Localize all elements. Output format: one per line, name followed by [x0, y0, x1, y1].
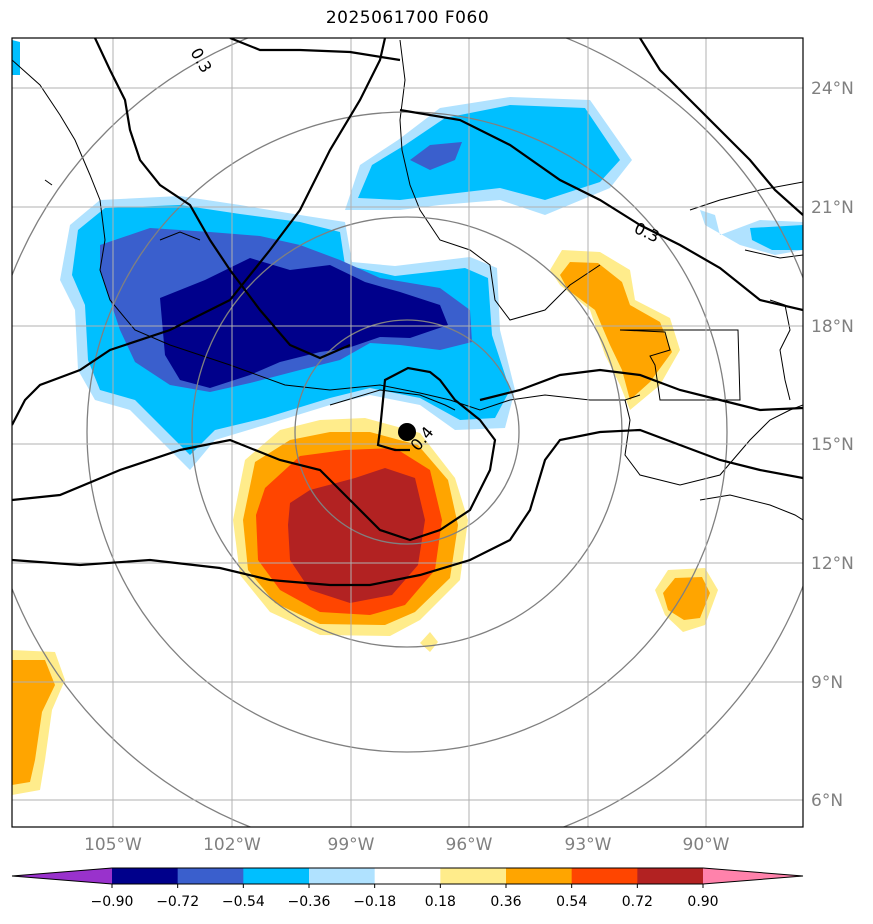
colorbar-extend-min: [12, 868, 112, 884]
lat-label: 18°N: [811, 317, 854, 337]
colorbar: −0.90 −0.72 −0.54 −0.36 −0.18 0.18 0.36 0.54 0.7…: [11, 867, 804, 910]
colorbar-segment: [374, 868, 441, 884]
lat-label: 12°N: [811, 554, 854, 574]
colorbar-segment: [112, 868, 179, 884]
colorbar-tick-label: −0.90: [91, 894, 134, 910]
colorbar-segment: [177, 868, 244, 884]
lon-label: 90°W: [683, 835, 730, 855]
colorbar-tick-label: 0.72: [622, 894, 653, 910]
lon-label: 99°W: [328, 835, 375, 855]
colorbar-extend-max: [703, 868, 803, 884]
lat-label: 24°N: [811, 79, 854, 99]
colorbar-tick-label: 0.54: [556, 894, 587, 910]
storm-center-marker: [398, 423, 416, 441]
positive-anomaly-southwest: [12, 650, 65, 795]
lon-label: 96°W: [446, 835, 493, 855]
colorbar-tick-label: −0.54: [222, 894, 265, 910]
colorbar-tick-label: 0.18: [425, 894, 456, 910]
latitude-labels: 24°N 21°N 18°N 15°N 12°N 9°N 6°N: [811, 79, 854, 811]
colorbar-segment: [637, 868, 704, 884]
lon-label: 102°W: [203, 835, 261, 855]
colorbar-tick-label: 0.36: [490, 894, 521, 910]
colorbar-tick-label: −0.72: [156, 894, 199, 910]
colorbar-tick-label: −0.18: [353, 894, 396, 910]
map-plot-area: [12, 38, 803, 827]
gridlines: [12, 38, 803, 827]
colorbar-tick-label: −0.36: [288, 894, 331, 910]
contour-lines: [12, 38, 803, 587]
plot-frame: [11, 37, 804, 828]
colorbar-segment: [571, 868, 638, 884]
lat-label: 9°N: [811, 673, 843, 693]
lon-label: 105°W: [84, 835, 142, 855]
negative-anomaly-corner: [12, 40, 20, 75]
lat-label: 15°N: [811, 435, 854, 455]
longitude-labels: 105°W 102°W 99°W 96°W 93°W 90°W: [84, 835, 730, 855]
lat-label: 21°N: [811, 198, 854, 218]
colorbar-tick-label: 0.90: [687, 894, 718, 910]
lat-label: 6°N: [811, 791, 843, 811]
map-title: 2025061700 F060: [325, 8, 490, 28]
colorbar-segment: [243, 868, 310, 884]
lon-label: 93°W: [565, 835, 612, 855]
colorbar-segment: [506, 868, 573, 884]
colorbar-segment: [309, 868, 376, 884]
colorbar-segment: [440, 868, 507, 884]
